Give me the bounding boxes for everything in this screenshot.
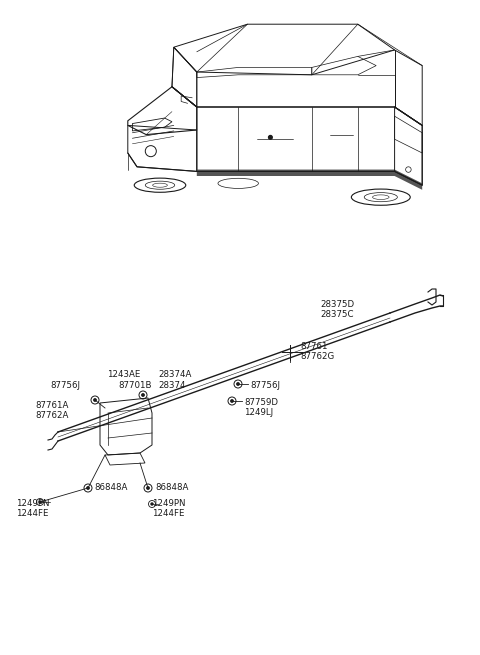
Text: 87701B: 87701B <box>118 381 152 390</box>
Circle shape <box>237 383 239 385</box>
Circle shape <box>94 399 96 402</box>
Circle shape <box>147 487 149 489</box>
Polygon shape <box>197 170 422 190</box>
Text: 28375D: 28375D <box>320 300 354 309</box>
Circle shape <box>142 394 144 396</box>
Text: 1243AE: 1243AE <box>107 370 140 379</box>
Circle shape <box>39 501 41 503</box>
Text: 1249LJ: 1249LJ <box>244 408 273 417</box>
Text: 28374A: 28374A <box>158 370 192 379</box>
Text: 86848A: 86848A <box>94 483 127 492</box>
Text: 87759D: 87759D <box>244 398 278 407</box>
Text: 86848A: 86848A <box>155 483 188 492</box>
Text: 1244FE: 1244FE <box>16 509 48 518</box>
Text: 28375C: 28375C <box>320 310 353 319</box>
Text: 87756J: 87756J <box>250 381 280 390</box>
Text: 87756J: 87756J <box>50 381 80 390</box>
Text: 87761A: 87761A <box>35 401 68 410</box>
Text: 87762G: 87762G <box>300 352 334 361</box>
Circle shape <box>87 487 89 489</box>
Text: 1249PN: 1249PN <box>16 499 49 508</box>
Text: 87761: 87761 <box>300 342 327 351</box>
Text: 28374: 28374 <box>158 381 185 390</box>
Text: 87762A: 87762A <box>35 411 68 420</box>
Text: 1249PN: 1249PN <box>152 499 185 508</box>
Text: 1244FE: 1244FE <box>152 509 184 518</box>
Circle shape <box>231 400 233 402</box>
Circle shape <box>151 503 153 505</box>
Circle shape <box>269 136 272 140</box>
